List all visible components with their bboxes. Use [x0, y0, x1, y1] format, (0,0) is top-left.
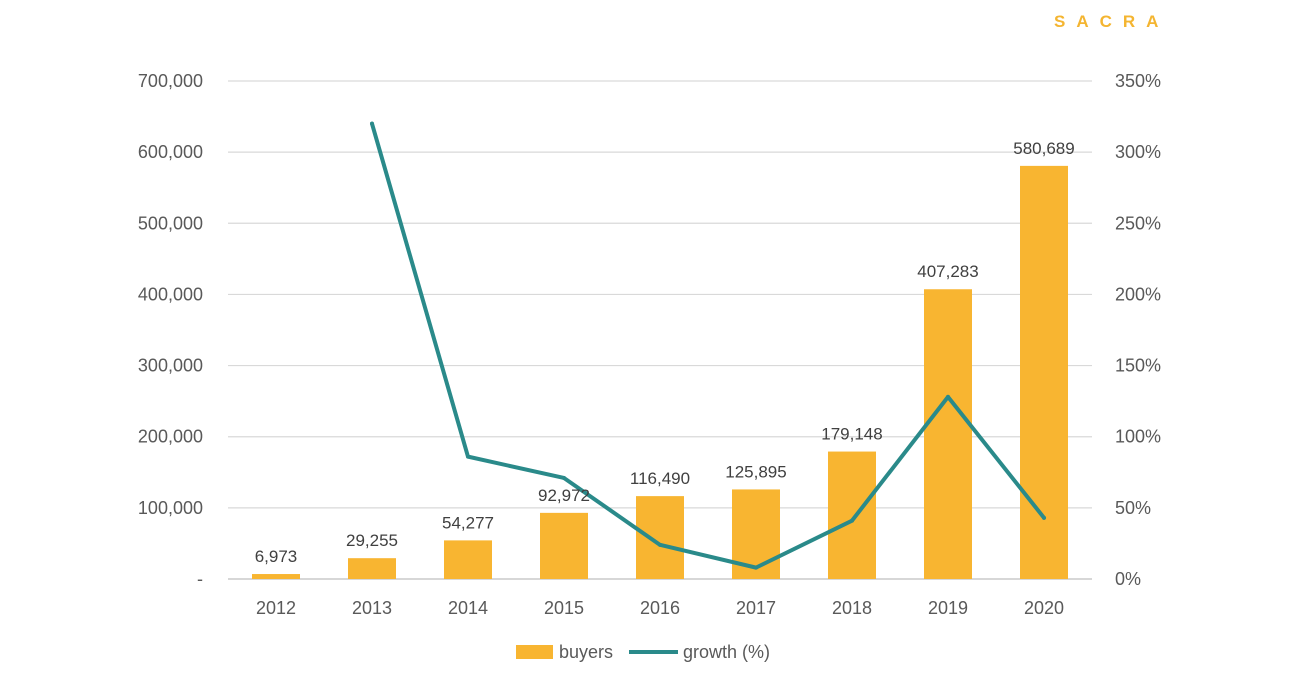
bar — [636, 496, 684, 579]
x-tick-label: 2019 — [928, 598, 968, 618]
bar — [348, 558, 396, 579]
bar — [1020, 165, 1068, 579]
legend-swatch-buyers — [516, 645, 553, 659]
y-right-tick-label: 0% — [1115, 569, 1141, 589]
data-label: 54,277 — [442, 513, 494, 532]
brand-logo: SACRA — [1054, 12, 1170, 31]
x-tick-label: 2020 — [1024, 598, 1064, 618]
x-tick-label: 2016 — [640, 598, 680, 618]
data-label: 116,490 — [630, 469, 690, 488]
y-right-tick-label: 200% — [1115, 284, 1161, 304]
data-label: 125,895 — [725, 462, 786, 481]
y-right-tick-label: 150% — [1115, 356, 1161, 376]
bar — [444, 540, 492, 579]
growth-line — [370, 121, 1046, 570]
data-label: 407,283 — [917, 262, 978, 281]
y-right-tick-label: 100% — [1115, 427, 1161, 447]
growth-point — [946, 394, 950, 399]
y-left-tick-label: 500,000 — [138, 213, 203, 233]
x-tick-label: 2017 — [736, 598, 776, 618]
y-right-tick-label: 50% — [1115, 498, 1151, 518]
x-tick-label: 2014 — [448, 598, 488, 618]
legend-label-buyers: buyers — [559, 642, 613, 662]
y-left-tick-label: 400,000 — [138, 284, 203, 304]
y-right-tick-label: 250% — [1115, 213, 1161, 233]
x-tick-label: 2013 — [352, 598, 392, 618]
growth-line-path — [370, 121, 1046, 570]
x-tick-label: 2015 — [544, 598, 584, 618]
growth-point — [562, 475, 566, 480]
y-left-tick-label: 100,000 — [138, 498, 203, 518]
data-label: 6,973 — [255, 547, 298, 566]
x-tick-label: 2018 — [832, 598, 872, 618]
growth-point — [1042, 515, 1046, 520]
y-left-tick-label: - — [197, 569, 203, 589]
y-right-tick-label: 350% — [1115, 71, 1161, 91]
growth-point — [370, 121, 374, 126]
data-label: 179,148 — [821, 425, 882, 444]
x-tick-label: 2012 — [256, 598, 296, 618]
y-left-tick-label: 300,000 — [138, 356, 203, 376]
gridlines — [228, 80, 1092, 580]
y-left-tick-label: 700,000 — [138, 71, 203, 91]
bar — [924, 289, 972, 579]
legend-label-growth: growth (%) — [683, 642, 770, 662]
bar — [540, 512, 588, 579]
bar — [252, 574, 300, 579]
growth-point — [658, 542, 662, 547]
data-label: 29,255 — [346, 531, 398, 550]
legend: buyers growth (%) — [516, 642, 770, 662]
bar — [828, 451, 876, 579]
data-labels: 6,973 29,255 54,277 92,972 116,490 125,895 179… — [255, 139, 1075, 566]
data-label: 92,972 — [538, 486, 590, 505]
y-right-tick-label: 300% — [1115, 142, 1161, 162]
data-label: 580,689 — [1013, 139, 1074, 158]
axes: - 100,000 200,000 300,000 400,000 500,000 600,… — [138, 71, 1161, 618]
y-left-tick-label: 200,000 — [138, 427, 203, 447]
bars — [252, 165, 1068, 579]
growth-point — [850, 518, 854, 523]
growth-point — [754, 565, 758, 570]
y-left-tick-label: 600,000 — [138, 142, 203, 162]
growth-point — [466, 454, 470, 459]
